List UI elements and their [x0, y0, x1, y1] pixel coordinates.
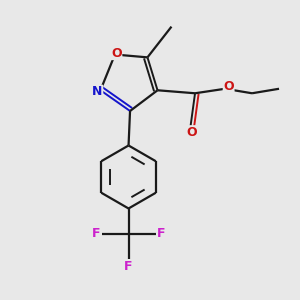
Text: N: N — [92, 85, 103, 98]
Text: F: F — [92, 227, 100, 241]
Text: O: O — [187, 126, 197, 139]
Text: F: F — [157, 227, 165, 241]
Text: O: O — [223, 80, 234, 93]
Text: O: O — [111, 46, 122, 59]
Text: F: F — [124, 260, 133, 273]
